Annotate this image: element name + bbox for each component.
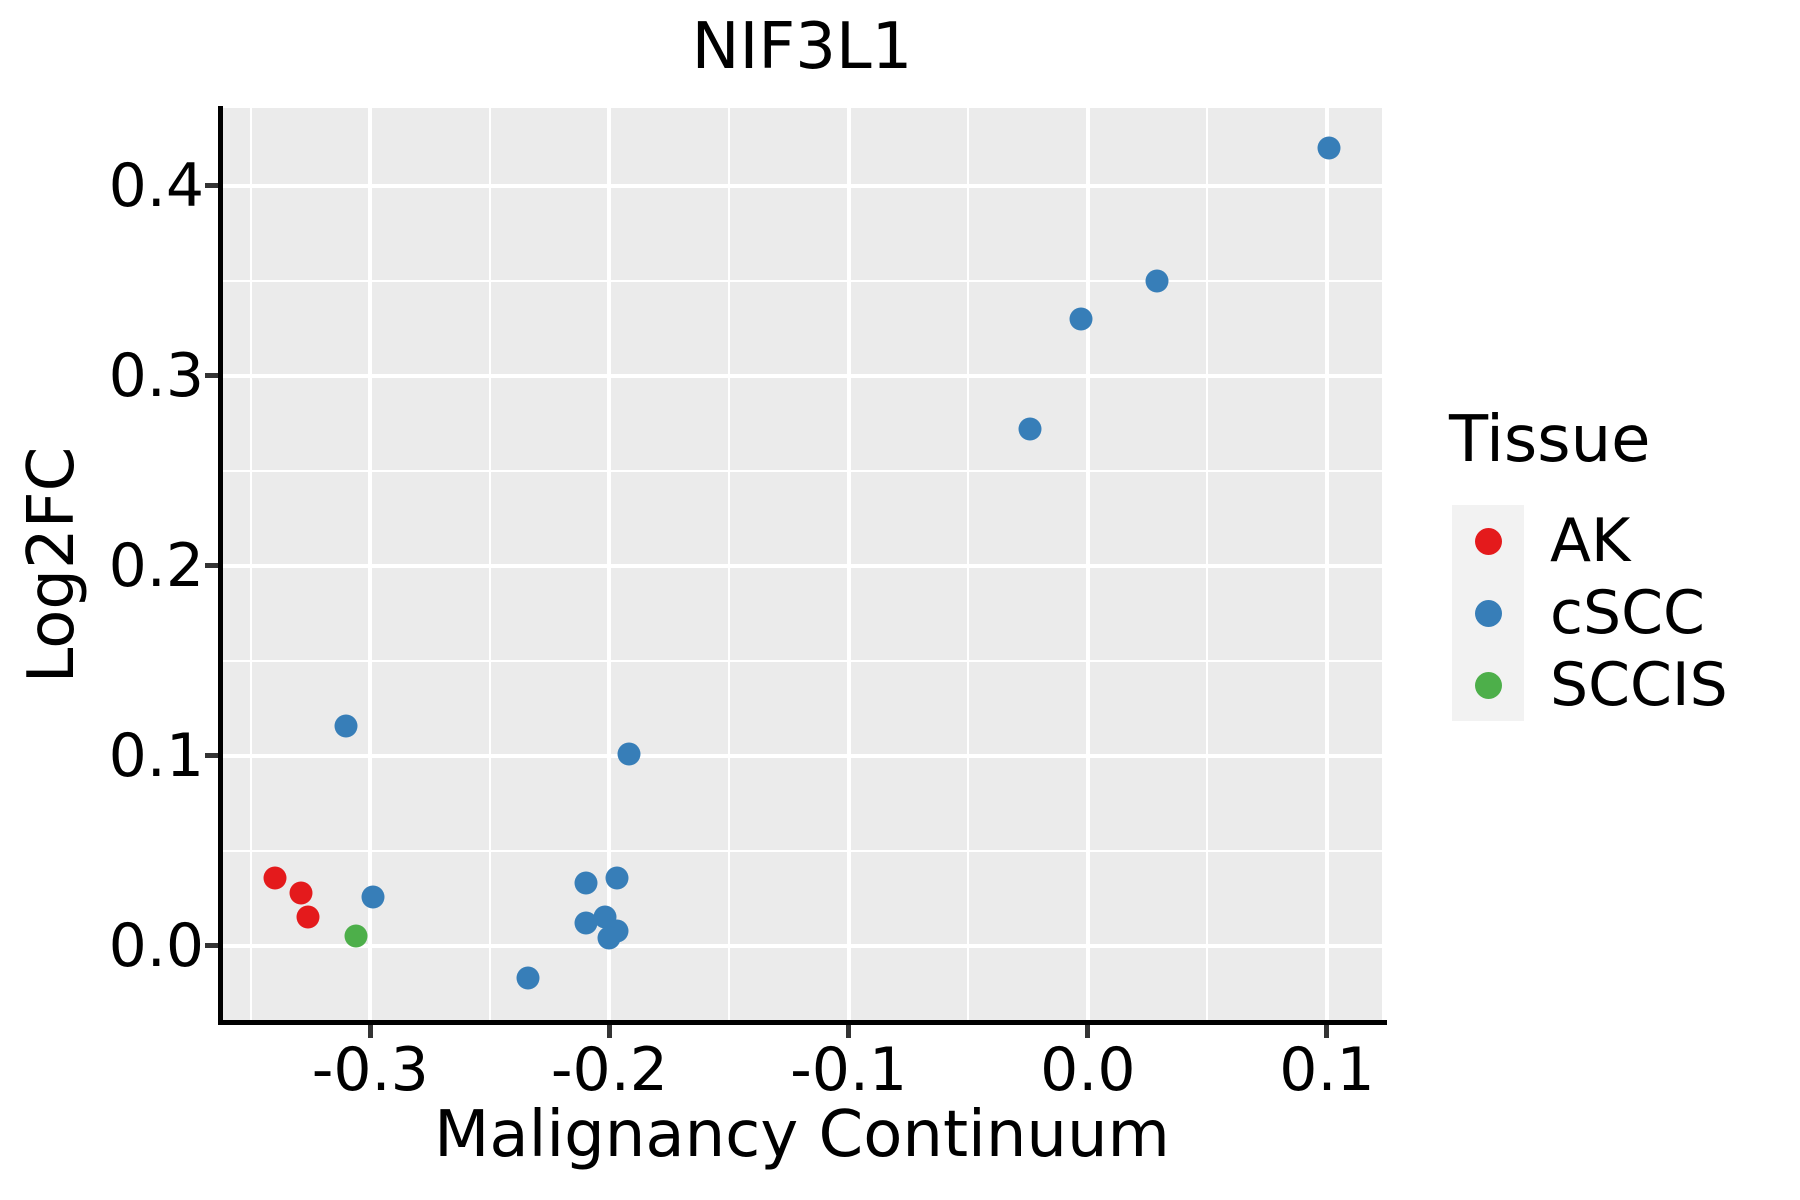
data-point-ak	[263, 866, 287, 890]
data-point-ak	[296, 905, 320, 929]
data-point-cscc	[597, 926, 621, 950]
y-tick-mark	[205, 943, 218, 949]
plot-panel	[222, 108, 1382, 1022]
y-tick-label: 0.2	[108, 530, 204, 601]
x-tick-label: -0.2	[550, 1035, 668, 1105]
gridline-y-major	[222, 183, 1382, 188]
gridline-y-major	[222, 563, 1382, 568]
legend-swatch-cscc	[1475, 599, 1502, 627]
x-tick-mark	[1085, 1025, 1091, 1038]
legend-swatch-ak	[1475, 527, 1502, 555]
gridline-y-minor	[222, 849, 1382, 852]
data-point-cscc	[1317, 136, 1341, 160]
x-axis-line	[218, 1020, 1387, 1025]
data-point-ak	[289, 881, 313, 905]
x-tick-label: -0.3	[311, 1035, 429, 1105]
data-point-sccis	[344, 924, 368, 948]
data-point-cscc	[617, 742, 641, 766]
x-tick-mark	[367, 1025, 373, 1038]
gridline-y-major	[222, 373, 1382, 378]
data-point-cscc	[334, 714, 358, 738]
data-point-cscc	[361, 885, 385, 909]
y-axis-line	[218, 106, 223, 1025]
data-point-cscc	[516, 966, 540, 990]
y-tick-mark	[205, 183, 218, 189]
data-point-cscc	[1069, 307, 1093, 331]
gridline-y-minor	[222, 659, 1382, 662]
y-tick-mark	[205, 563, 218, 569]
gridline-y-minor	[222, 279, 1382, 282]
y-tick-mark	[205, 373, 218, 379]
x-tick-label: 0.1	[1279, 1035, 1375, 1105]
x-tick-label: -0.1	[790, 1035, 908, 1105]
legend-title: Tissue	[1449, 403, 1651, 477]
y-tick-label: 0.3	[108, 340, 204, 411]
legend-item-label: AK	[1550, 506, 1631, 576]
legend-swatch-sccis	[1475, 671, 1502, 699]
y-tick-label: 0.4	[108, 150, 204, 221]
y-tick-label: 0.1	[108, 720, 204, 791]
gridline-y-minor	[222, 469, 1382, 472]
y-tick-label: 0.0	[108, 910, 204, 981]
x-tick-mark	[1324, 1025, 1330, 1038]
data-point-cscc	[605, 866, 629, 890]
data-point-cscc	[1018, 417, 1042, 441]
data-point-cscc	[574, 911, 598, 935]
gridline-y-major	[222, 943, 1382, 948]
x-tick-mark	[846, 1025, 852, 1038]
gridline-y-major	[222, 753, 1382, 758]
data-point-cscc	[574, 871, 598, 895]
y-tick-mark	[205, 753, 218, 759]
chart-title: NIF3L1	[691, 10, 913, 84]
x-tick-label: 0.0	[1040, 1035, 1136, 1105]
x-tick-mark	[606, 1025, 612, 1038]
data-point-cscc	[1145, 269, 1169, 293]
legend-item-label: SCCIS	[1550, 650, 1728, 720]
legend-item-label: cSCC	[1550, 578, 1705, 648]
x-axis-label: Malignancy Continuum	[434, 1098, 1170, 1172]
